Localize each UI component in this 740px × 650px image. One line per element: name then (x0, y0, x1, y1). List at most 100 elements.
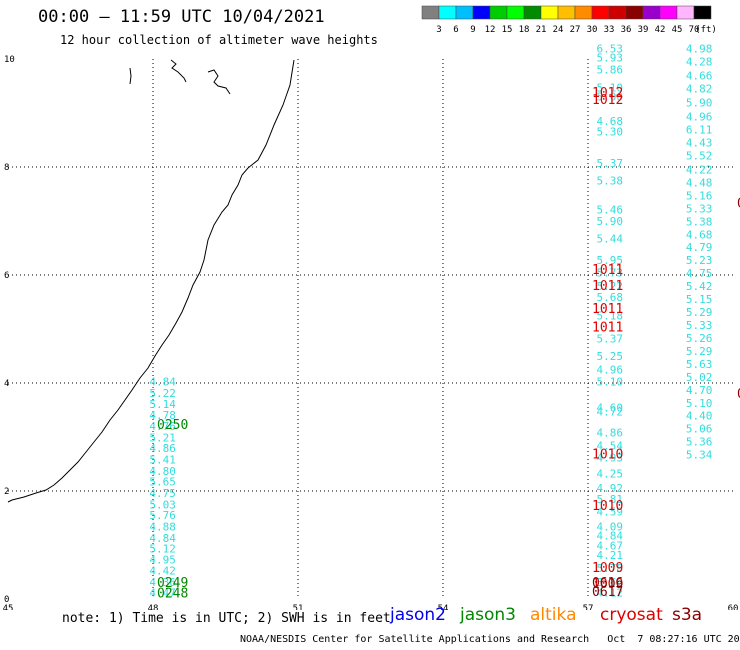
swh-label: 5.16 (686, 189, 713, 202)
island (129, 67, 132, 85)
x-tick-label: 45 (3, 604, 14, 610)
swh-label: 4.12 (597, 586, 624, 599)
swh-label: 4.43 (686, 136, 713, 149)
swh-label: 5.33 (686, 202, 713, 215)
swh-label: 4.78 (149, 409, 176, 422)
swh-label: 4.68 (686, 228, 713, 241)
chart-title: 00:00 – 11:59 UTC 10/04/2021 (38, 7, 325, 27)
swh-label: 5.06 (686, 423, 713, 436)
swh-label: 5.26 (686, 332, 713, 345)
pass-time-label: 0250 (157, 418, 188, 433)
swh-label: 4.75 (686, 267, 713, 280)
swh-label: 5.36 (686, 436, 713, 449)
island (170, 59, 187, 83)
x-tick-label: 48 (148, 604, 159, 610)
swh-label: 5.10 (597, 81, 624, 94)
swh-label: 4.75 (149, 487, 176, 500)
y-tick-label: 0 (4, 595, 9, 605)
swh-label: 5.68 (597, 291, 624, 304)
swh-label: 3.56 (597, 576, 624, 589)
swh-label: 5.22 (149, 387, 176, 400)
swh-label: 5.23 (686, 254, 713, 267)
swh-label: 4.21 (597, 549, 624, 562)
altika-label: altika (530, 605, 577, 625)
pass-time-label: 1009 (592, 577, 623, 592)
swh-label: 5.90 (686, 97, 713, 110)
swh-label: 4.22 (686, 163, 713, 176)
colorbar-label: 6 (453, 25, 458, 35)
swh-label: 5.44 (597, 233, 624, 246)
swh-label: 5.10 (597, 376, 624, 389)
pass-time-label: 0615 (737, 387, 740, 402)
swh-label: 5.29 (686, 306, 713, 319)
pass-time-label: 1012 (592, 93, 623, 108)
swh-label: 5.90 (597, 215, 624, 228)
swh-label: 5.95 (597, 254, 624, 267)
swh-label: 5.34 (686, 449, 713, 462)
swh-label: 5.86 (597, 64, 624, 77)
swh-label: 4.60 (597, 402, 624, 415)
colorbar-swatch (693, 5, 712, 20)
swh-label: 4.86 (597, 426, 624, 439)
swh-label: 5.37 (597, 157, 624, 170)
swh-label: 4.47 (149, 586, 176, 599)
swh-label: 4.96 (597, 363, 624, 376)
swh-label: 5.25 (597, 350, 624, 363)
wave-height-map: 45 48 51 54 57 6002468104.123.565.784.214.674… (3, 43, 740, 610)
swh-label: 5.63 (686, 358, 713, 371)
swh-label: 4.98 (686, 43, 713, 56)
pass-time-label: 0617 (592, 585, 623, 600)
swh-label: 5.93 (597, 52, 624, 65)
swh-label: 4.54 (597, 439, 624, 452)
swh-label: 5.30 (597, 126, 624, 139)
colorbar-legend: 3 6 9 12 15 18 21 24 27 30 33 36 39 42 45 70(ft) (421, 5, 717, 35)
swh-label: 5.42 (686, 280, 713, 293)
pass-time-label: 0248 (157, 586, 188, 601)
chart-subtitle: 12 hour collection of altimeter wave hei… (60, 33, 378, 47)
swh-label: 5.37 (597, 333, 624, 346)
pass-time-label: 1010 (592, 448, 623, 463)
cryosat-label: cryosat (600, 605, 663, 625)
colorbar-label: 27 (570, 25, 581, 35)
swh-label: 4.84 (597, 530, 624, 543)
pass-time-label: 0249 (157, 576, 188, 591)
pass-time-label: 0614 (737, 197, 740, 212)
pass-time-label: 1011 (592, 302, 623, 317)
pass-time-label: 1011 (592, 321, 623, 336)
swh-label: 5.65 (149, 476, 176, 489)
pass-time-label: 1012 (592, 86, 623, 101)
swh-label: 5.73 (597, 267, 624, 280)
y-tick-label: 8 (4, 163, 9, 173)
swh-label: 4.79 (686, 241, 713, 254)
swh-label: 5.12 (149, 543, 176, 556)
colorbar-label: 42 (655, 25, 666, 35)
note-text: note: 1) Time is in UTC; 2) SWH is in fe… (62, 611, 391, 626)
colorbar-label: 12 (485, 25, 496, 35)
colorbar-unit: (ft) (695, 25, 717, 35)
colorbar-label: 15 (502, 25, 513, 35)
swh-label: 5.38 (686, 215, 713, 228)
swh-label: 5.14 (149, 398, 176, 411)
swh-label: 5.15 (686, 293, 713, 306)
pass-time-label: 1011 (592, 263, 623, 278)
colorbar-label: 36 (621, 25, 632, 35)
swh-label: 4.96 (686, 111, 713, 124)
swh-label: 5.33 (686, 319, 713, 332)
colorbar-label: 18 (519, 25, 530, 35)
swh-label: 5.81 (597, 493, 624, 506)
colorbar-label: 45 (672, 25, 683, 35)
pass-time-label: 1011 (592, 279, 623, 294)
swh-label: 4.25 (597, 468, 624, 481)
swh-label: 6.53 (597, 43, 624, 56)
x-tick-label: 60 (728, 604, 739, 610)
x-tick-label: 57 (583, 604, 594, 610)
swh-label: 4.88 (149, 520, 176, 533)
pass-time-label: 0616 (592, 576, 623, 591)
x-tick-label: 51 (293, 604, 304, 610)
swh-label: 5.78 (597, 562, 624, 575)
colorbar-label: 33 (604, 25, 615, 35)
swh-label: 4.48 (686, 176, 713, 189)
swh-label: 4.68 (597, 115, 624, 128)
swh-label: 4.42 (149, 565, 176, 578)
swh-label: 4.72 (597, 405, 624, 418)
